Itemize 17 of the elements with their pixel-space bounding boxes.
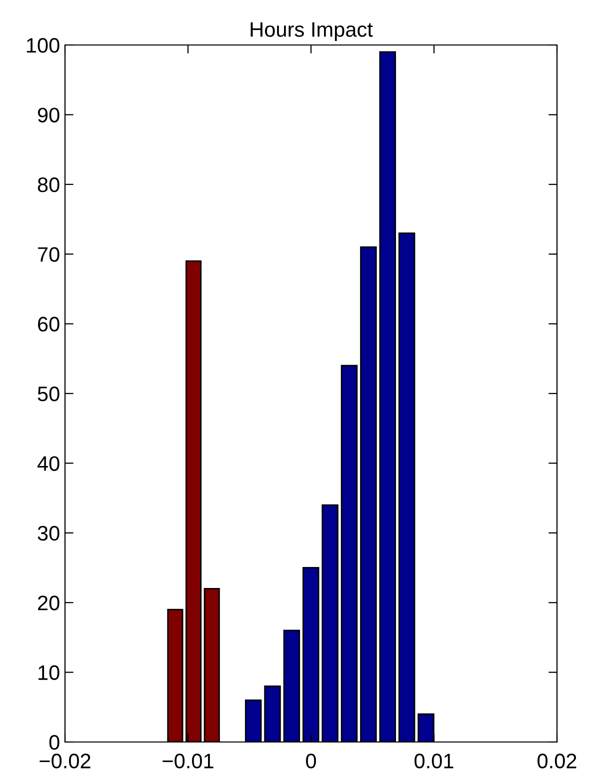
x-tick-label: −0.02 <box>40 754 90 768</box>
chart-title: Hours Impact <box>250 22 373 41</box>
y-tick-label: 50 <box>38 386 60 402</box>
y-tick-label: 30 <box>38 526 60 541</box>
y-tick-label: 20 <box>38 596 60 610</box>
x-tick-label: −0.01 <box>162 754 214 768</box>
x-tick-label: 0 <box>306 754 316 768</box>
y-tick-label: 0 <box>49 735 60 750</box>
y-tick-label: 70 <box>38 247 60 262</box>
y-tick-label: 40 <box>37 456 60 471</box>
x-tick-label: 0.02 <box>538 754 576 768</box>
y-tick-label: 60 <box>38 316 60 332</box>
y-tick-label: 10 <box>38 665 60 680</box>
x-tick-label: 0.01 <box>414 754 454 768</box>
y-tick-label: 80 <box>38 177 60 192</box>
y-tick-label: 90 <box>38 108 60 122</box>
y-tick-label: 100 <box>26 38 60 53</box>
